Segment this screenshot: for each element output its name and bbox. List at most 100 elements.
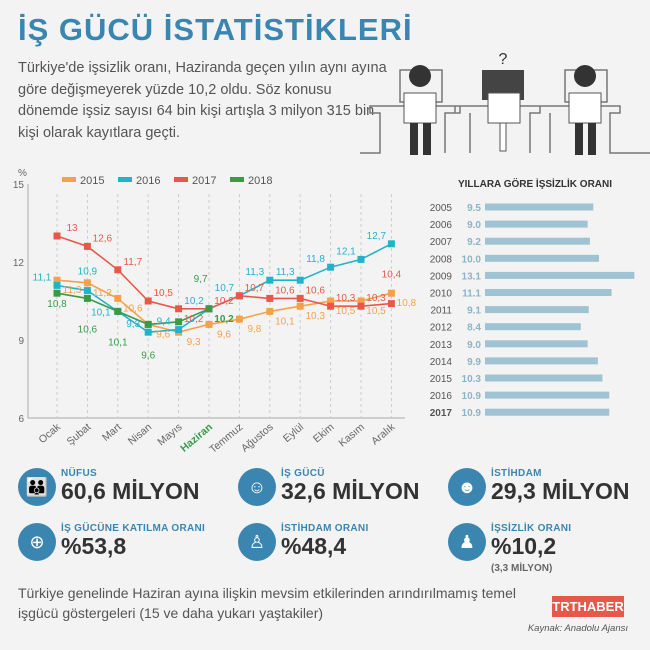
- data-label: 9,6: [217, 329, 231, 340]
- stat-population: 👪 NÜFUS 60,6 MİLYON: [18, 468, 199, 506]
- bar: [485, 323, 581, 331]
- stat-value: 60,6 MİLYON: [61, 478, 200, 504]
- data-label: 11,7: [123, 257, 142, 268]
- empty-desk-icon: [482, 70, 524, 152]
- data-point: [114, 266, 122, 274]
- bar-value-label: 9.2: [467, 237, 481, 248]
- data-point: [296, 276, 304, 284]
- data-point: [53, 232, 61, 240]
- data-point: [83, 294, 91, 302]
- bar: [485, 203, 594, 211]
- bar-chart-title: YILLARA GÖRE İŞSİZLİK ORANI: [458, 177, 612, 190]
- data-point: [144, 320, 152, 328]
- footnote: Türkiye genelinde Haziran ayına ilişkin …: [18, 585, 516, 621]
- stat-value: 32,6 MİLYON: [281, 478, 420, 504]
- legend-label: 2017: [192, 175, 216, 187]
- data-point: [53, 276, 61, 284]
- bar-value-label: 10.3: [462, 374, 482, 385]
- data-point: [175, 326, 183, 334]
- bar-value-label: 13.1: [462, 271, 482, 282]
- data-label: 10,1: [275, 316, 295, 327]
- data-label: 10,7: [215, 283, 235, 294]
- year-label: 2017: [430, 408, 453, 419]
- data-point: [266, 276, 274, 284]
- person-plus-icon: ⊕: [18, 523, 56, 561]
- year-label: 2015: [430, 374, 453, 385]
- year-label: 2011: [430, 306, 452, 317]
- data-point: [387, 300, 395, 308]
- worker-icon: ☺: [238, 468, 276, 506]
- data-label: 10,2: [184, 296, 204, 307]
- data-label: 10,6: [123, 303, 143, 314]
- data-label: 10,2: [214, 296, 234, 307]
- x-tick-label: Kasım: [336, 421, 367, 449]
- bar-value-label: 9.5: [467, 203, 481, 214]
- stat-employment: ☻ İSTİHDAM 29,3 MİLYON: [448, 468, 629, 506]
- worker-left-icon: [399, 65, 443, 155]
- data-point: [175, 318, 183, 326]
- bar: [485, 391, 610, 399]
- stat-label: İSTİHDAM ORANI: [281, 523, 369, 534]
- y-tick-label: 9: [18, 336, 24, 347]
- x-tick-label: Ağustos: [239, 421, 276, 455]
- bar: [485, 408, 610, 416]
- bar: [485, 374, 603, 382]
- bar: [485, 271, 635, 279]
- data-label: 10,8: [397, 298, 417, 309]
- x-tick-label: Aralık: [369, 421, 398, 448]
- yearly-unemployment-bar-chart: YILLARA GÖRE İŞSİZLİK ORANI 2005 9.5 2006 9.…: [430, 177, 635, 419]
- data-point: [83, 242, 91, 250]
- stat-participation-rate: ⊕ İŞ GÜCÜNE KATILMA ORANI %53,8: [18, 523, 205, 561]
- data-label: 9,8: [247, 324, 261, 335]
- bar-value-label: 10.9: [462, 391, 482, 402]
- data-point: [266, 294, 274, 302]
- data-point: [327, 297, 335, 305]
- data-label: 11,3: [276, 267, 295, 278]
- data-label: 10,6: [78, 324, 98, 335]
- data-label: 10,4: [382, 270, 402, 281]
- year-label: 2012: [430, 323, 453, 334]
- data-point: [296, 302, 304, 310]
- family-icon: 👪: [18, 468, 56, 506]
- data-label: 12,1: [336, 246, 356, 257]
- person-seated-icon: ♟: [448, 523, 486, 561]
- data-label: 10,1: [91, 307, 111, 318]
- data-point: [327, 302, 335, 310]
- worker-right-icon: [564, 65, 608, 155]
- year-label: 2005: [430, 203, 453, 214]
- data-label: 11,3: [245, 267, 264, 278]
- bar-value-label: 10.9: [462, 408, 482, 419]
- data-point: [175, 305, 183, 313]
- data-label: 13: [66, 223, 78, 234]
- bar-value-label: 10.0: [462, 254, 482, 265]
- data-label: 10,6: [305, 285, 325, 296]
- year-label: 2008: [430, 254, 453, 265]
- bar: [485, 237, 590, 245]
- person-desk-icon: ♙: [238, 523, 276, 561]
- brand-logo: TRTHABER: [552, 596, 624, 617]
- year-label: 2016: [430, 391, 453, 402]
- intro-text: Türkiye'de işsizlik oranı, Haziranda geç…: [18, 60, 387, 141]
- legend-swatch: [118, 177, 132, 182]
- stat-label: İSTİHDAM: [491, 468, 542, 479]
- data-label: 10,3: [305, 311, 325, 322]
- year-label: 2009: [430, 271, 453, 282]
- stat-value: %10,2: [491, 533, 557, 559]
- data-point: [83, 287, 91, 295]
- data-label: 10,5: [366, 306, 386, 317]
- stat-label: NÜFUS: [61, 468, 97, 479]
- data-point: [114, 307, 122, 315]
- bar-value-label: 8.4: [467, 323, 481, 334]
- x-tick-label: Ekim: [311, 421, 337, 445]
- legend-label: 2016: [136, 175, 160, 187]
- employees-icon: ☻: [448, 468, 486, 506]
- bar: [485, 340, 588, 348]
- bar-value-label: 11.1: [462, 289, 481, 300]
- stat-employment-rate: ♙ İSTİHDAM ORANI %48,4: [238, 523, 369, 561]
- stat-value: %53,8: [61, 533, 127, 559]
- bar: [485, 306, 589, 314]
- data-point: [387, 289, 395, 297]
- year-label: 2010: [430, 289, 453, 300]
- series-line-2017: [56, 235, 392, 310]
